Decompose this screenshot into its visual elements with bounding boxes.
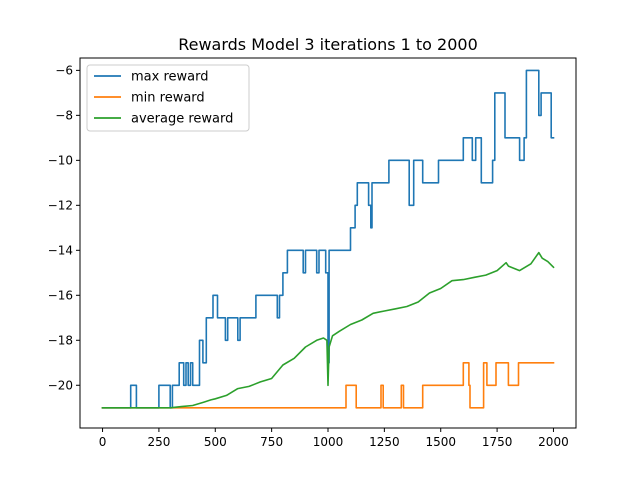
x-tick-label: 500 <box>204 435 227 449</box>
x-tick-label: 750 <box>260 435 283 449</box>
x-tick-label: 2000 <box>538 435 569 449</box>
series-line-max-reward <box>101 69 555 409</box>
legend-box <box>86 64 250 132</box>
x-tick-label: 1500 <box>425 435 456 449</box>
x-tick-label: 1250 <box>369 435 400 449</box>
y-tick-label: −10 <box>48 153 73 167</box>
x-axis: 0 250 500 750 1000 1250 1500 1750 2000 <box>99 428 569 449</box>
y-axis: −20 −18 −16 −14 −12 −10 −8 −6 <box>48 63 80 392</box>
plot-lines <box>101 69 555 409</box>
y-tick-label: −12 <box>48 198 73 212</box>
chart-title: Rewards Model 3 iterations 1 to 2000 <box>178 35 478 54</box>
legend-label-average-reward: average reward <box>131 112 233 127</box>
y-tick-label: −14 <box>48 243 73 257</box>
y-tick-label: −8 <box>55 108 73 122</box>
x-tick-label: 0 <box>99 435 107 449</box>
y-tick-label: −16 <box>48 288 73 302</box>
x-tick-label: 1000 <box>313 435 344 449</box>
y-tick-label: −20 <box>48 378 73 392</box>
legend-label-max-reward: max reward <box>131 70 208 85</box>
y-tick-label: −6 <box>55 63 73 77</box>
legend-label-min-reward: min reward <box>131 91 205 106</box>
series-line-min-reward <box>101 362 555 409</box>
x-tick-label: 250 <box>147 435 170 449</box>
series-line-average-reward <box>101 251 555 409</box>
legend: max reward min reward average reward <box>86 64 250 132</box>
y-tick-label: −18 <box>48 333 73 347</box>
x-tick-label: 1750 <box>482 435 513 449</box>
